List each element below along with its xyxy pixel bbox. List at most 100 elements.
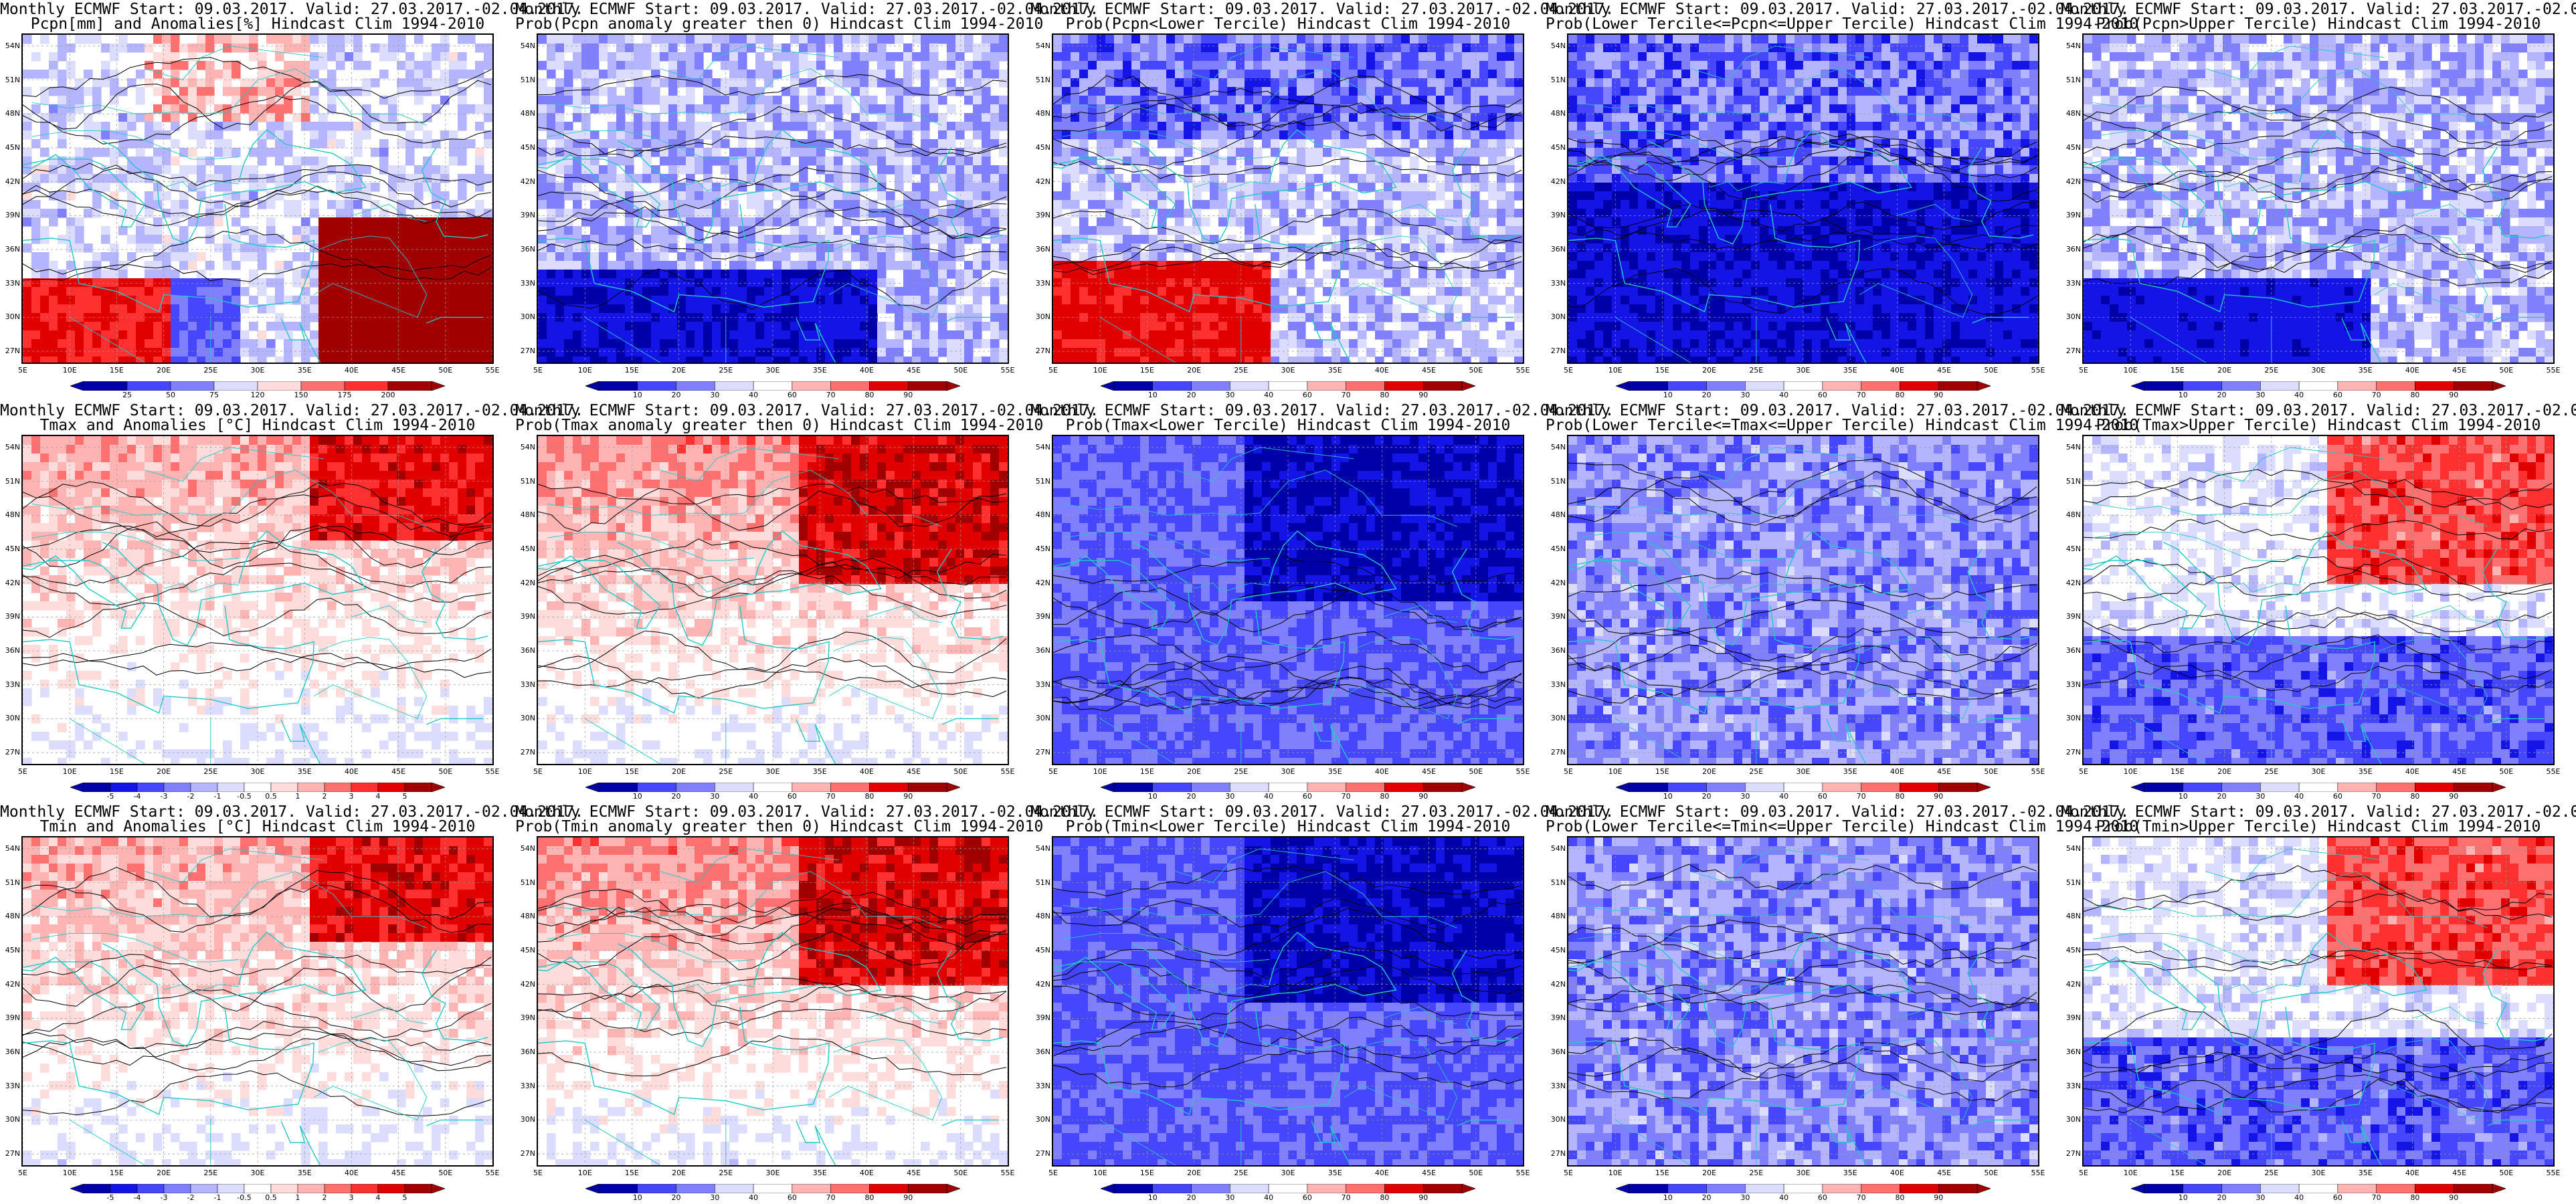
field-cell xyxy=(197,165,206,175)
field-cell xyxy=(1323,287,1332,296)
field-cell xyxy=(327,313,337,322)
field-cell xyxy=(895,313,904,322)
field-cell xyxy=(695,104,704,114)
field-cell xyxy=(955,174,965,183)
field-cell xyxy=(695,348,704,357)
field-cell xyxy=(475,122,484,131)
field-cell xyxy=(205,322,215,331)
field-cell xyxy=(1227,235,1236,244)
field-cell xyxy=(1445,165,1454,175)
field-cell xyxy=(1123,183,1132,192)
field-cell xyxy=(790,148,800,157)
field-cell xyxy=(1305,148,1315,157)
field-cell xyxy=(232,87,241,96)
field-cell xyxy=(712,113,721,122)
field-cell xyxy=(101,270,110,279)
field-cell xyxy=(214,165,223,175)
field-cell xyxy=(799,313,808,322)
field-cell xyxy=(145,287,154,296)
field-cell xyxy=(799,61,808,70)
field-cell xyxy=(58,304,67,314)
field-cell xyxy=(834,296,843,305)
field-cell xyxy=(686,209,695,218)
field-cell xyxy=(1088,243,1097,253)
field-cell xyxy=(564,191,573,201)
field-cell xyxy=(781,252,791,262)
field-cell xyxy=(318,296,328,305)
field-cell xyxy=(153,104,163,114)
field-cell xyxy=(1462,96,1471,105)
field-cell xyxy=(292,200,302,209)
field-cell xyxy=(886,157,895,166)
field-cell xyxy=(1236,183,1245,192)
field-cell xyxy=(1079,322,1089,331)
field-cell xyxy=(964,78,974,88)
field-cell xyxy=(947,139,956,148)
field-cell xyxy=(625,183,634,192)
field-cell xyxy=(1062,226,1071,235)
field-cell xyxy=(423,235,432,244)
field-cell xyxy=(1384,200,1393,209)
field-cell xyxy=(336,252,345,262)
field-cell xyxy=(938,313,947,322)
field-cell xyxy=(912,157,921,166)
longitude-tick-label: 50E xyxy=(436,367,456,375)
field-cell xyxy=(1175,70,1184,79)
field-cell xyxy=(1114,96,1123,105)
field-cell xyxy=(755,348,765,357)
field-cell xyxy=(423,287,432,296)
field-cell xyxy=(1236,191,1245,201)
field-cell xyxy=(1505,209,1515,218)
field-cell xyxy=(1053,113,1063,122)
field-cell xyxy=(938,61,947,70)
field-cell xyxy=(1410,165,1419,175)
field-cell xyxy=(1410,43,1419,53)
field-cell xyxy=(440,78,450,88)
field-cell xyxy=(336,243,345,253)
field-cell xyxy=(921,200,930,209)
field-cell xyxy=(955,226,965,235)
climatology-contour xyxy=(23,80,492,130)
field-cell xyxy=(1418,52,1428,62)
field-cell xyxy=(1436,157,1445,166)
field-cell xyxy=(1079,261,1089,270)
field-cell xyxy=(842,235,852,244)
field-cell xyxy=(1392,61,1402,70)
field-cell xyxy=(1401,104,1410,114)
field-cell xyxy=(599,165,608,175)
field-cell xyxy=(458,330,467,340)
field-cell xyxy=(318,52,328,62)
field-cell xyxy=(1140,235,1149,244)
field-cell xyxy=(84,322,93,331)
field-cell xyxy=(1349,130,1358,140)
field-cell xyxy=(1331,52,1341,62)
field-cell xyxy=(1453,174,1463,183)
field-cell xyxy=(110,304,119,314)
field-cell xyxy=(999,70,1008,79)
field-cell xyxy=(484,339,492,348)
field-cell xyxy=(651,148,660,157)
field-cell xyxy=(834,78,843,88)
field-cell xyxy=(379,278,389,288)
field-cell xyxy=(336,261,345,270)
field-cell xyxy=(642,348,652,357)
field-cell xyxy=(842,165,852,175)
field-cell xyxy=(573,200,582,209)
field-cell xyxy=(118,35,128,44)
field-cell xyxy=(1497,87,1506,96)
field-cell xyxy=(581,43,591,53)
field-cell xyxy=(799,243,808,253)
field-cell xyxy=(816,313,826,322)
field-cell xyxy=(973,165,982,175)
field-cell xyxy=(275,278,284,288)
field-cell xyxy=(712,252,721,262)
field-cell xyxy=(23,217,32,227)
field-cell xyxy=(1331,261,1341,270)
field-cell xyxy=(1071,200,1080,209)
field-cell xyxy=(1323,165,1332,175)
field-cell xyxy=(729,104,739,114)
field-cell xyxy=(327,235,337,244)
field-cell xyxy=(1462,165,1471,175)
field-cell xyxy=(547,304,556,314)
field-cell xyxy=(764,43,773,53)
